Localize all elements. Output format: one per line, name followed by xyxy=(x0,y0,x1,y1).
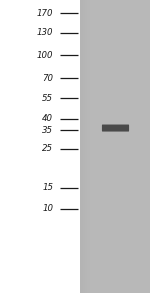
Bar xyxy=(80,0,81,293)
Text: 130: 130 xyxy=(37,28,53,37)
Text: 40: 40 xyxy=(42,115,53,123)
FancyBboxPatch shape xyxy=(102,125,129,132)
Text: 35: 35 xyxy=(42,126,53,134)
Text: 55: 55 xyxy=(42,94,53,103)
Text: 15: 15 xyxy=(42,183,53,192)
Bar xyxy=(80,0,150,293)
Bar xyxy=(83,0,84,293)
Bar xyxy=(89,0,90,293)
Bar xyxy=(84,0,85,293)
Text: 25: 25 xyxy=(42,144,53,153)
Text: 70: 70 xyxy=(42,74,53,83)
Text: 10: 10 xyxy=(42,205,53,213)
Bar xyxy=(81,0,83,293)
Bar xyxy=(86,0,87,293)
Bar xyxy=(87,0,89,293)
Bar xyxy=(85,0,86,293)
Text: 170: 170 xyxy=(37,9,53,18)
Text: 100: 100 xyxy=(37,51,53,59)
